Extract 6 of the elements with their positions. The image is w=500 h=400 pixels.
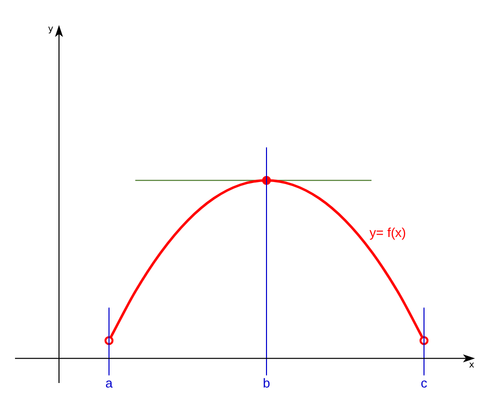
series-label: y= f(x) <box>370 225 406 240</box>
text: y <box>48 24 54 34</box>
x-tick-label: a <box>105 375 114 390</box>
x-axis-title: x <box>469 360 475 371</box>
x-tick-label: c <box>420 375 428 390</box>
x-tick-label: b <box>262 375 270 390</box>
